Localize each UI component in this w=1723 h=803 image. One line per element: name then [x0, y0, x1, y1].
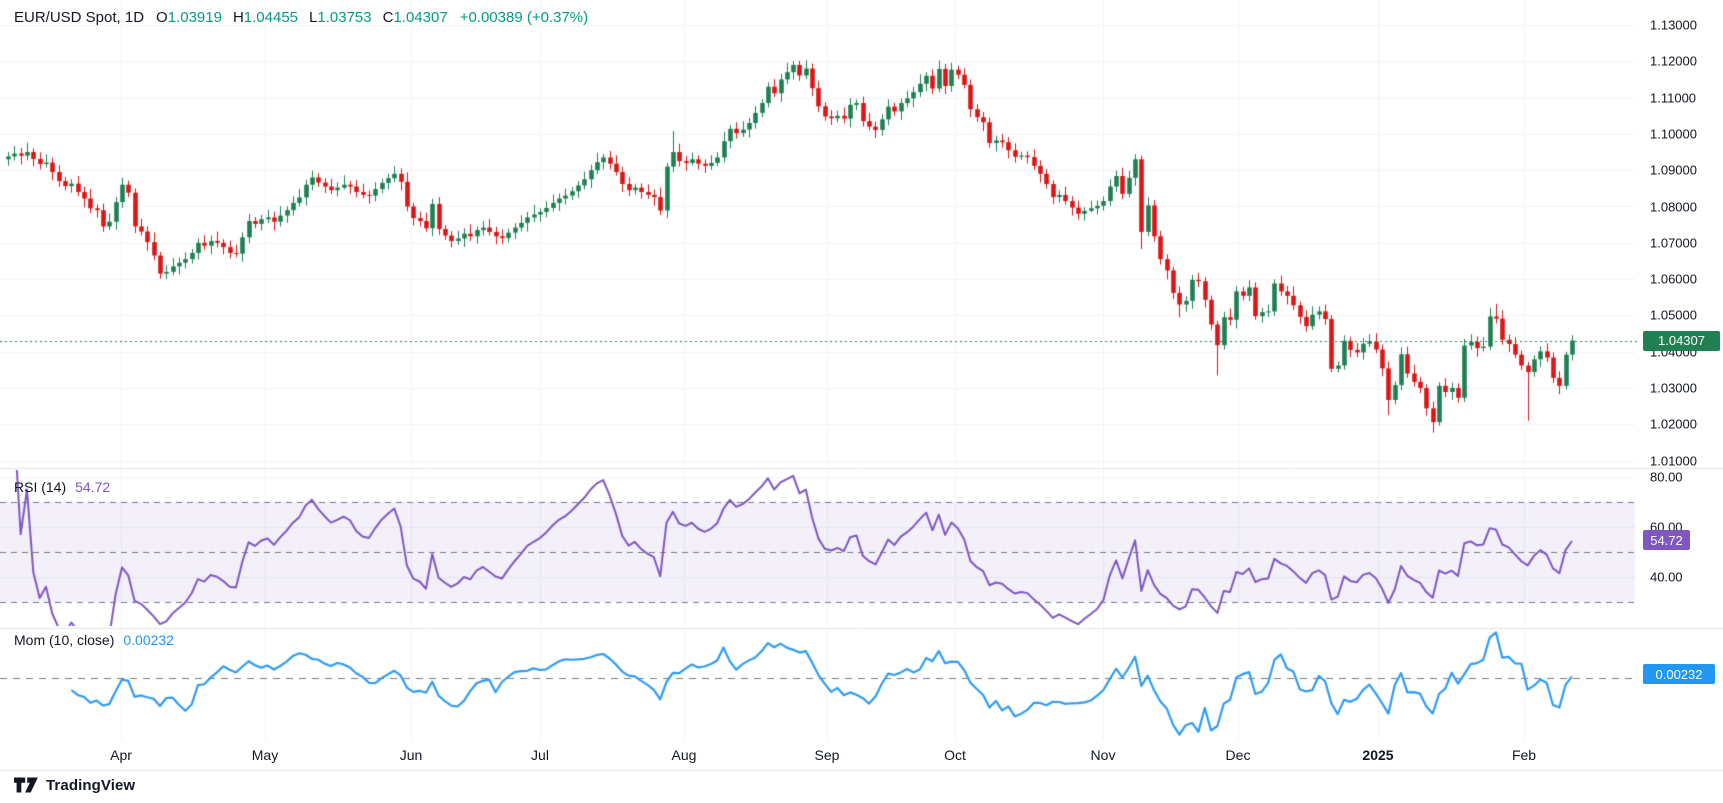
- ohlc-item: H1.04455: [232, 9, 299, 26]
- tradingview-logo-icon: [14, 777, 38, 793]
- price-tick: 1.09000: [1650, 162, 1697, 178]
- rsi-tick: 80.00: [1650, 469, 1683, 485]
- rsi-tick: 40.00: [1650, 569, 1683, 585]
- ohlc-values: O1.03919 H1.04455 L1.03753 C1.04307: [156, 9, 448, 27]
- symbol-legend[interactable]: EUR/USD Spot, 1D O1.03919 H1.04455 L1.0375…: [14, 9, 588, 27]
- price-tick: 1.01000: [1650, 453, 1697, 469]
- time-tick: Nov: [1090, 747, 1116, 763]
- time-tick: Aug: [671, 747, 697, 763]
- price-tick: 1.03000: [1650, 380, 1697, 396]
- price-tick: 1.07000: [1650, 235, 1697, 251]
- ohlc-item: O1.03919: [156, 9, 222, 26]
- price-tick: 1.08000: [1650, 199, 1697, 214]
- rsi-badge: 54.72: [1643, 530, 1690, 551]
- tradingview-logo-text: TradingView: [46, 776, 136, 794]
- momentum-label: Mom (10, close): [14, 632, 115, 648]
- price-tick: 1.13000: [1650, 17, 1697, 33]
- last-price-badge: 1.04307: [1643, 330, 1720, 351]
- change-value: +0.00389 (+0.37%): [459, 9, 589, 26]
- time-tick: Apr: [110, 747, 132, 763]
- momentum-badge: 0.00232: [1643, 664, 1715, 685]
- price-tick: 1.06000: [1650, 271, 1697, 287]
- momentum-value: 0.00232: [123, 632, 174, 648]
- time-tick: Jun: [399, 747, 423, 763]
- price-tick: 1.12000: [1650, 53, 1697, 69]
- time-tick: Dec: [1225, 747, 1251, 763]
- time-tick: Feb: [1511, 747, 1537, 763]
- price-tick: 1.02000: [1650, 416, 1697, 432]
- time-tick: May: [251, 747, 279, 763]
- time-tick: Oct: [944, 747, 966, 763]
- rsi-label: RSI (14): [14, 479, 67, 495]
- tradingview-logo[interactable]: TradingView: [13, 776, 135, 794]
- price-tick: 1.10000: [1650, 126, 1697, 142]
- time-tick: Jul: [531, 747, 549, 763]
- rsi-legend[interactable]: RSI (14) 54.72: [14, 479, 110, 495]
- time-tick: 2025: [1362, 747, 1394, 763]
- rsi-value: 54.72: [75, 479, 111, 495]
- price-tick: 1.11000: [1650, 90, 1697, 106]
- time-tick: Sep: [814, 747, 840, 763]
- ohlc-item: C1.04307: [382, 9, 448, 26]
- symbol-title: EUR/USD Spot, 1D: [14, 9, 145, 26]
- price-tick: 1.05000: [1650, 307, 1697, 323]
- ohlc-item: L1.03753: [309, 9, 372, 26]
- momentum-legend[interactable]: Mom (10, close) 0.00232: [14, 632, 174, 648]
